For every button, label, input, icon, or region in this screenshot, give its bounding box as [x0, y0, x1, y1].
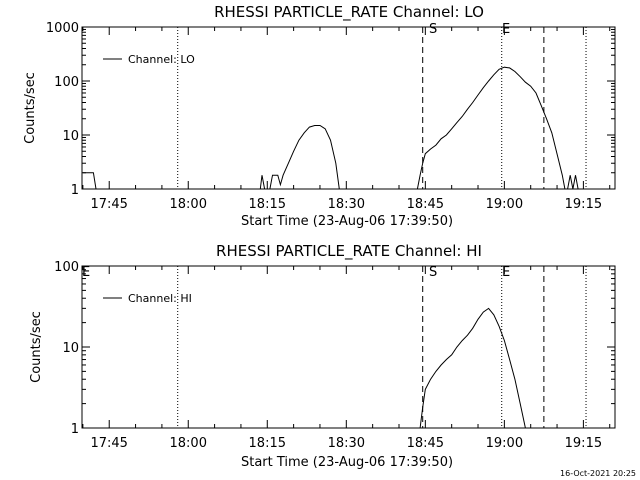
series-line-lo-seg-2 [416, 66, 566, 190]
plot-frame-lo [81, 26, 616, 190]
y-tick-label-hi-0: 1 [71, 422, 79, 437]
y-tick-label-lo-3: 1000 [46, 21, 79, 36]
x-axis-label-hi: Start Time (23-Aug-06 17:39:50) [241, 455, 453, 470]
x-tick-label-lo-1: 18:00 [170, 197, 207, 212]
x-tick-label-lo-3: 18:30 [328, 197, 365, 212]
x-tick-label-lo-0: 17:45 [90, 197, 127, 212]
y-axis-label-lo: Counts/sec [23, 72, 38, 144]
marker-e-hi: E [502, 265, 510, 280]
panel-lo: RHESSI PARTICLE_RATE Channel: LO 1101001… [23, 3, 616, 229]
series-line-lo-seg-1 [259, 125, 340, 190]
x-tick-label-lo-5: 19:00 [486, 197, 523, 212]
chart-title-hi: RHESSI PARTICLE_RATE Channel: HI [216, 242, 482, 261]
y-ticks-lo: 1 10 100 1000 [46, 21, 615, 198]
x-tick-label-hi-1: 18:00 [170, 436, 207, 451]
x-ticks-lo: 17:45 18:00 18:15 18:30 18:45 19:00 19:15 [82, 27, 611, 212]
marker-s-hi: S [429, 265, 437, 280]
marker-edge-hi: E [82, 265, 90, 280]
vertical-lines-lo [177, 27, 587, 189]
y-tick-label-lo-2: 100 [54, 75, 79, 90]
x-tick-label-lo-2: 18:15 [249, 197, 286, 212]
series-line-lo-seg-0 [82, 172, 97, 190]
legend-label-lo: Channel: LO [128, 53, 195, 66]
date-stamp: 16-Oct-2021 20:25 [560, 469, 636, 478]
x-ticks-hi: 17:45 18:00 18:15 18:30 18:45 19:00 19:15 [82, 266, 611, 451]
x-tick-label-hi-4: 18:45 [407, 436, 444, 451]
series-line-lo-seg-3 [567, 175, 579, 190]
vertical-lines-hi [177, 266, 587, 428]
series-line-hi-seg-0 [419, 307, 526, 429]
x-tick-label-hi-3: 18:30 [328, 436, 365, 451]
y-tick-label-lo-1: 10 [62, 129, 79, 144]
y-ticks-hi: 1 10 100 [54, 260, 615, 437]
y-tick-label-hi-2: 100 [54, 260, 79, 275]
chart-title-lo: RHESSI PARTICLE_RATE Channel: LO [214, 3, 484, 22]
x-axis-label-lo: Start Time (23-Aug-06 17:39:50) [241, 214, 453, 229]
y-tick-label-lo-0: 1 [71, 183, 79, 198]
series-lo [82, 66, 579, 190]
y-axis-label-hi: Counts/sec [29, 311, 44, 383]
plot-frame-hi [81, 265, 616, 429]
x-tick-label-hi-0: 17:45 [90, 436, 127, 451]
marker-e-lo: E [502, 22, 510, 37]
series-hi [419, 307, 526, 429]
y-tick-label-hi-1: 10 [62, 341, 79, 356]
panel-hi: RHESSI PARTICLE_RATE Channel: HI 110100 … [29, 242, 616, 470]
x-tick-label-lo-6: 19:15 [565, 197, 602, 212]
legend-label-hi: Channel: HI [128, 292, 192, 305]
x-tick-label-hi-6: 19:15 [565, 436, 602, 451]
x-tick-label-hi-5: 19:00 [486, 436, 523, 451]
x-tick-label-hi-2: 18:15 [249, 436, 286, 451]
x-tick-label-lo-4: 18:45 [407, 197, 444, 212]
marker-s-lo: S [429, 22, 437, 37]
